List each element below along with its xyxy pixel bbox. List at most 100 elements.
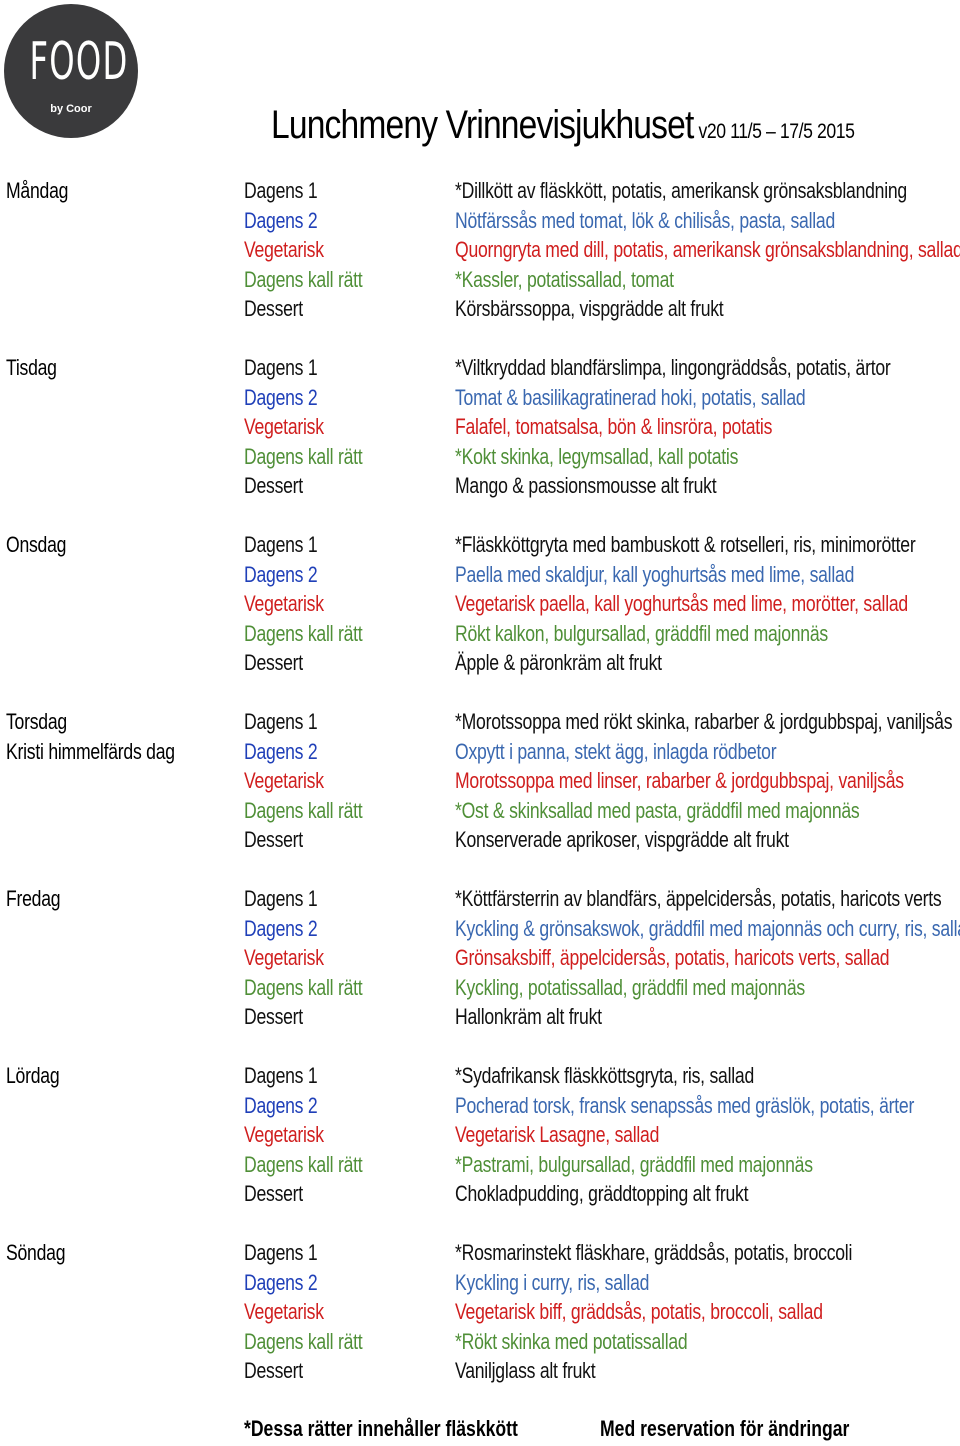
menu-row: Fredag Dagens 1 *Köttfärsterrin av blandfä… — [0, 884, 960, 914]
course-category: Dagens 1 — [244, 886, 318, 911]
menu-row: Dagens kall rätt *Kassler, potatissallad,… — [0, 265, 960, 295]
day-name: Lördag — [6, 1063, 60, 1088]
pork-note: *Dessa rätter innehåller fläskkött — [244, 1416, 518, 1441]
course-category: Vegetarisk — [244, 591, 324, 616]
course-category: Dagens 1 — [244, 1063, 318, 1088]
day-block: Fredag Dagens 1 *Köttfärsterrin av blandfä… — [0, 884, 960, 1061]
course-category: Dagens 2 — [244, 915, 318, 941]
course-category: Dagens 2 — [244, 561, 318, 587]
course-category: Dessert — [244, 1004, 303, 1029]
dish-description: *Dillkött av fläskkött, potatis, amerika… — [455, 178, 907, 203]
day-block: Lördag Dagens 1 *Sydafrikansk fläskköttsgr… — [0, 1061, 960, 1238]
menu-row: Dessert Hallonkräm alt frukt — [0, 1002, 960, 1032]
dish-description: Falafel, tomatsalsa, bön & linsröra, pot… — [455, 414, 773, 439]
menu-row: Vegetarisk Falafel, tomatsalsa, bön & lin… — [0, 412, 960, 442]
dish-description: Nötfärssås med tomat, lök & chilisås, pa… — [455, 207, 836, 233]
menu-row: Lördag Dagens 1 *Sydafrikansk fläskköttsgr… — [0, 1061, 960, 1091]
course-category: Dagens 1 — [244, 1240, 318, 1265]
dish-description: Tomat & basilikagratinerad hoki, potatis… — [455, 384, 806, 410]
course-category: Dagens kall rätt — [244, 1328, 363, 1354]
course-category: Dagens 2 — [244, 207, 318, 233]
day-name: Torsdag — [6, 709, 67, 734]
day-name: Tisdag — [6, 355, 57, 380]
dish-description: *Köttfärsterrin av blandfärs, äppelcider… — [455, 886, 942, 911]
course-category: Dagens kall rätt — [244, 1151, 363, 1177]
course-category: Vegetarisk — [244, 1122, 324, 1147]
dish-description: Vegetarisk biff, gräddsås, potatis, broc… — [455, 1299, 823, 1324]
footer: *Dessa rätter innehåller fläskkött Med r… — [0, 1413, 960, 1445]
menu-row: Dagens kall rätt *Rökt skinka med potatis… — [0, 1327, 960, 1357]
course-category: Dagens 2 — [244, 1092, 318, 1118]
dish-description: Mango & passionsmousse alt frukt — [455, 473, 717, 498]
course-category: Dagens 1 — [244, 709, 318, 734]
course-category: Dagens 2 — [244, 738, 318, 764]
dish-description: *Sydafrikansk fläskköttsgryta, ris, sall… — [455, 1063, 755, 1088]
dish-description: *Fläskköttgryta med bambuskott & rotsell… — [455, 532, 916, 557]
dish-description: Hallonkräm alt frukt — [455, 1004, 602, 1029]
dish-description: Rökt kalkon, bulgursallad, gräddfil med … — [455, 620, 828, 646]
course-category: Dagens kall rätt — [244, 443, 363, 469]
menu-row: Dagens kall rätt *Ost & skinksallad med p… — [0, 796, 960, 826]
menu-row: Dessert Äpple & päronkräm alt frukt — [0, 648, 960, 678]
dish-description: Oxpytt i panna, stekt ägg, inlagda rödbe… — [455, 738, 777, 764]
menu-row: Dagens 2 Kyckling i curry, ris, sallad — [0, 1268, 960, 1298]
course-category: Dagens 2 — [244, 384, 318, 410]
menu-row: Kristi himmelfärds dag Dagens 2 Oxpytt i p… — [0, 737, 960, 767]
page-title: Lunchmeny Vrinnevisjukhuset v20 11/5 – 17… — [271, 98, 855, 159]
course-category: Vegetarisk — [244, 414, 324, 439]
dish-description: Vegetarisk paella, kall yoghurtsås med l… — [455, 591, 908, 616]
menu-row: Torsdag Dagens 1 *Morotssoppa med rökt ski… — [0, 707, 960, 737]
course-category: Vegetarisk — [244, 945, 324, 970]
day-name: Onsdag — [6, 532, 67, 557]
day-note: Kristi himmelfärds dag — [6, 738, 175, 764]
day-name: Måndag — [6, 178, 69, 203]
menu-row: Vegetarisk Morotssoppa med linser, rabarb… — [0, 766, 960, 796]
menu-row: Dagens 2 Nötfärssås med tomat, lök & chil… — [0, 206, 960, 236]
course-category: Vegetarisk — [244, 768, 324, 793]
course-category: Dagens kall rätt — [244, 620, 363, 646]
dish-description: *Kokt skinka, legymsallad, kall potatis — [455, 443, 739, 469]
dish-description: Konserverade aprikoser, vispgrädde alt f… — [455, 827, 789, 852]
dish-description: *Rökt skinka med potatissallad — [455, 1328, 688, 1354]
menu-row: Dagens kall rätt Rökt kalkon, bulgursalla… — [0, 619, 960, 649]
menu-row: Vegetarisk Vegetarisk paella, kall yoghur… — [0, 589, 960, 619]
menu-row: Dagens 2 Pocherad torsk, fransk senapssås… — [0, 1091, 960, 1121]
course-category: Dessert — [244, 1181, 303, 1206]
menu-row: Dessert Konserverade aprikoser, vispgrädd… — [0, 825, 960, 855]
menu-row: Dessert Körsbärssoppa, vispgrädde alt fru… — [0, 294, 960, 324]
dish-description: *Rosmarinstekt fläskhare, gräddsås, pota… — [455, 1240, 853, 1265]
day-block: Tisdag Dagens 1 *Viltkryddad blandfärslimp… — [0, 353, 960, 530]
course-category: Dessert — [244, 1358, 303, 1383]
dish-description: Vaniljglass alt frukt — [455, 1358, 596, 1383]
dish-description: Quorngryta med dill, potatis, amerikansk… — [455, 237, 960, 262]
course-category: Dagens 2 — [244, 1269, 318, 1295]
dish-description: Grönsaksbiff, äppelcidersås, potatis, ha… — [455, 945, 890, 970]
dish-description: *Ost & skinksallad med pasta, gräddfil m… — [455, 797, 860, 823]
dish-description: *Kassler, potatissallad, tomat — [455, 266, 674, 292]
course-category: Dagens 1 — [244, 532, 318, 557]
course-category: Vegetarisk — [244, 237, 324, 262]
menu-row: Dagens kall rätt *Kokt skinka, legymsalla… — [0, 442, 960, 472]
dish-description: Vegetarisk Lasagne, sallad — [455, 1122, 660, 1147]
menu-row: Måndag Dagens 1 *Dillkött av fläskkött, po… — [0, 176, 960, 206]
menu-title: Lunchmeny Vrinnevisjukhuset — [271, 103, 694, 147]
course-category: Dagens kall rätt — [244, 974, 363, 1000]
dish-description: *Viltkryddad blandfärslimpa, lingongrädd… — [455, 355, 891, 380]
dish-description: Pocherad torsk, fransk senapssås med grä… — [455, 1092, 915, 1118]
weekly-menu: Måndag Dagens 1 *Dillkött av fläskkött, po… — [0, 176, 960, 1415]
day-block: Söndag Dagens 1 *Rosmarinstekt fläskhare, … — [0, 1238, 960, 1415]
dish-description: *Morotssoppa med rökt skinka, rabarber &… — [455, 709, 953, 734]
dish-description: Äpple & päronkräm alt frukt — [455, 650, 662, 675]
dish-description: Paella med skaldjur, kall yoghurtsås med… — [455, 561, 855, 587]
course-category: Dessert — [244, 827, 303, 852]
logo-byline: by Coor — [50, 103, 92, 115]
disclaimer: Med reservation för ändringar — [600, 1416, 850, 1441]
dish-description: Morotssoppa med linser, rabarber & jordg… — [455, 768, 904, 793]
menu-row: Dessert Vaniljglass alt frukt — [0, 1356, 960, 1386]
dish-description: *Pastrami, bulgursallad, gräddfil med ma… — [455, 1151, 813, 1177]
menu-row: Dessert Chokladpudding, gräddtopping alt … — [0, 1179, 960, 1209]
menu-row: Tisdag Dagens 1 *Viltkryddad blandfärslimp… — [0, 353, 960, 383]
course-category: Dessert — [244, 296, 303, 321]
menu-row: Vegetarisk Vegetarisk biff, gräddsås, pot… — [0, 1297, 960, 1327]
menu-row: Vegetarisk Vegetarisk Lasagne, sallad — [0, 1120, 960, 1150]
